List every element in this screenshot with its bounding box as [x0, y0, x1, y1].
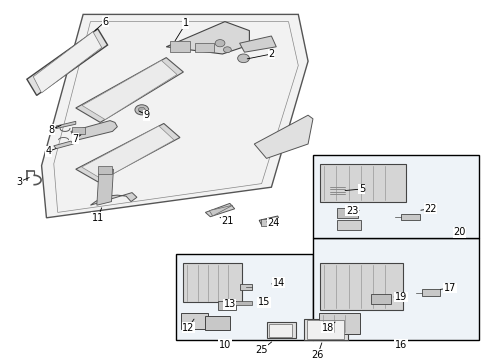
Text: 3: 3 — [17, 177, 22, 187]
Bar — [98, 166, 112, 174]
Bar — [176, 254, 312, 340]
Bar — [234, 301, 251, 305]
Text: 16: 16 — [394, 340, 407, 350]
Polygon shape — [76, 58, 183, 122]
Bar — [337, 208, 357, 218]
Polygon shape — [166, 22, 249, 54]
Circle shape — [135, 105, 148, 115]
Bar — [181, 313, 207, 329]
Polygon shape — [33, 32, 102, 93]
Text: 18: 18 — [321, 323, 333, 333]
Text: 5: 5 — [358, 184, 364, 194]
Bar — [320, 263, 403, 310]
Bar — [312, 238, 478, 340]
Bar — [304, 319, 347, 340]
Circle shape — [138, 107, 145, 112]
Polygon shape — [90, 193, 137, 205]
Circle shape — [215, 40, 224, 47]
Text: 2: 2 — [268, 49, 274, 59]
Circle shape — [223, 47, 231, 53]
Polygon shape — [209, 205, 232, 216]
Polygon shape — [205, 203, 234, 217]
Text: 7: 7 — [73, 134, 79, 144]
Polygon shape — [41, 14, 307, 218]
Bar — [170, 41, 189, 52]
Text: 21: 21 — [221, 216, 233, 226]
Bar — [400, 214, 419, 220]
Bar — [205, 316, 229, 330]
Polygon shape — [259, 216, 279, 225]
Text: 20: 20 — [452, 227, 465, 237]
Text: 10: 10 — [218, 340, 231, 350]
Polygon shape — [76, 123, 180, 182]
Text: 11: 11 — [91, 213, 104, 223]
Bar — [312, 155, 478, 238]
Polygon shape — [81, 126, 174, 180]
Text: 12: 12 — [182, 323, 194, 333]
Text: 24: 24 — [267, 218, 280, 228]
Text: 6: 6 — [102, 17, 108, 27]
Bar — [318, 313, 360, 334]
Bar — [260, 219, 272, 226]
Bar — [183, 263, 242, 302]
Polygon shape — [82, 60, 177, 120]
Circle shape — [237, 54, 249, 63]
Text: 23: 23 — [345, 206, 358, 216]
Polygon shape — [54, 22, 298, 212]
Bar — [421, 289, 439, 296]
Text: 14: 14 — [272, 278, 285, 288]
Polygon shape — [54, 141, 73, 149]
Text: 13: 13 — [223, 299, 236, 309]
Bar — [370, 294, 390, 304]
Bar — [72, 127, 84, 134]
Polygon shape — [254, 115, 312, 158]
Polygon shape — [27, 29, 107, 95]
Text: 19: 19 — [394, 292, 407, 302]
Text: 26: 26 — [311, 350, 324, 360]
Text: 22: 22 — [423, 204, 436, 214]
Text: 4: 4 — [46, 146, 52, 156]
Polygon shape — [71, 121, 117, 140]
Text: 15: 15 — [257, 297, 270, 307]
Bar — [239, 284, 251, 290]
Bar — [320, 164, 405, 202]
Bar — [217, 301, 236, 310]
Circle shape — [327, 182, 346, 196]
Polygon shape — [56, 121, 76, 129]
Text: 8: 8 — [48, 125, 54, 135]
Text: 1: 1 — [183, 18, 188, 28]
Bar — [268, 324, 292, 337]
Text: 17: 17 — [443, 283, 455, 293]
Bar — [337, 220, 360, 230]
Polygon shape — [97, 169, 113, 205]
Text: 25: 25 — [255, 345, 267, 355]
Bar — [194, 43, 214, 52]
Text: 9: 9 — [143, 110, 149, 120]
Bar — [266, 322, 295, 338]
Polygon shape — [239, 36, 276, 52]
Bar — [306, 320, 344, 339]
